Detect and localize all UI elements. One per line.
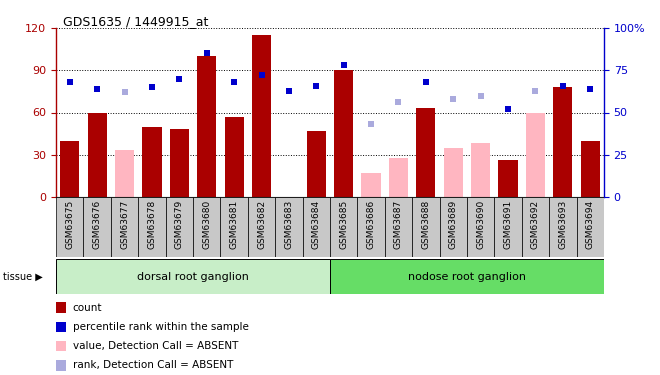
Bar <box>56 303 66 313</box>
Bar <box>252 35 271 197</box>
Text: GDS1635 / 1449915_at: GDS1635 / 1449915_at <box>63 15 208 28</box>
Text: GSM63689: GSM63689 <box>449 200 458 249</box>
Bar <box>166 197 193 257</box>
Bar <box>385 197 412 257</box>
Bar <box>111 197 138 257</box>
Bar <box>170 129 189 197</box>
Bar <box>581 141 600 197</box>
Bar <box>467 197 494 257</box>
Text: GSM63675: GSM63675 <box>65 200 75 249</box>
Text: GSM63677: GSM63677 <box>120 200 129 249</box>
Bar <box>358 197 385 257</box>
Bar <box>412 197 440 257</box>
Bar <box>389 158 408 197</box>
Text: tissue ▶: tissue ▶ <box>3 272 43 282</box>
Bar <box>88 112 107 197</box>
Bar <box>330 197 358 257</box>
Text: GSM63686: GSM63686 <box>366 200 376 249</box>
Text: GSM63676: GSM63676 <box>92 200 102 249</box>
Text: GSM63679: GSM63679 <box>175 200 184 249</box>
Text: GSM63692: GSM63692 <box>531 200 540 249</box>
Bar <box>224 117 244 197</box>
Bar <box>220 197 248 257</box>
Text: rank, Detection Call = ABSENT: rank, Detection Call = ABSENT <box>73 360 233 370</box>
Bar <box>275 197 302 257</box>
Text: count: count <box>73 303 102 313</box>
Bar <box>549 197 577 257</box>
Text: GSM63693: GSM63693 <box>558 200 568 249</box>
Text: GSM63687: GSM63687 <box>394 200 403 249</box>
Bar <box>193 197 220 257</box>
Text: GSM63681: GSM63681 <box>230 200 239 249</box>
Bar <box>197 56 216 197</box>
Bar <box>307 131 326 197</box>
Text: GSM63683: GSM63683 <box>284 200 294 249</box>
Bar <box>83 197 111 257</box>
Text: dorsal root ganglion: dorsal root ganglion <box>137 272 249 282</box>
Bar <box>56 341 66 351</box>
Bar <box>494 197 521 257</box>
Bar <box>60 141 79 197</box>
Bar <box>440 197 467 257</box>
Text: GSM63688: GSM63688 <box>421 200 430 249</box>
Text: GSM63678: GSM63678 <box>147 200 156 249</box>
Text: percentile rank within the sample: percentile rank within the sample <box>73 322 248 332</box>
Text: GSM63691: GSM63691 <box>504 200 513 249</box>
Bar <box>56 360 66 370</box>
Text: value, Detection Call = ABSENT: value, Detection Call = ABSENT <box>73 341 238 351</box>
Text: GSM63694: GSM63694 <box>585 200 595 249</box>
Bar <box>330 259 604 294</box>
Text: nodose root ganglion: nodose root ganglion <box>408 272 526 282</box>
Bar <box>56 197 83 257</box>
Text: GSM63690: GSM63690 <box>476 200 485 249</box>
Text: GSM63684: GSM63684 <box>312 200 321 249</box>
Bar <box>498 160 517 197</box>
Bar <box>143 127 162 197</box>
Text: GSM63682: GSM63682 <box>257 200 266 249</box>
Bar <box>416 108 436 197</box>
Bar <box>115 150 134 197</box>
Bar <box>56 259 330 294</box>
Text: GSM63680: GSM63680 <box>202 200 211 249</box>
Bar <box>553 87 572 197</box>
Bar <box>526 112 545 197</box>
Bar <box>138 197 166 257</box>
Bar <box>302 197 330 257</box>
Text: GSM63685: GSM63685 <box>339 200 348 249</box>
Bar <box>444 148 463 197</box>
Bar <box>334 70 353 197</box>
Bar <box>362 173 381 197</box>
Bar <box>577 197 604 257</box>
Bar <box>248 197 275 257</box>
Bar <box>56 322 66 332</box>
Bar <box>521 197 549 257</box>
Bar <box>471 144 490 197</box>
